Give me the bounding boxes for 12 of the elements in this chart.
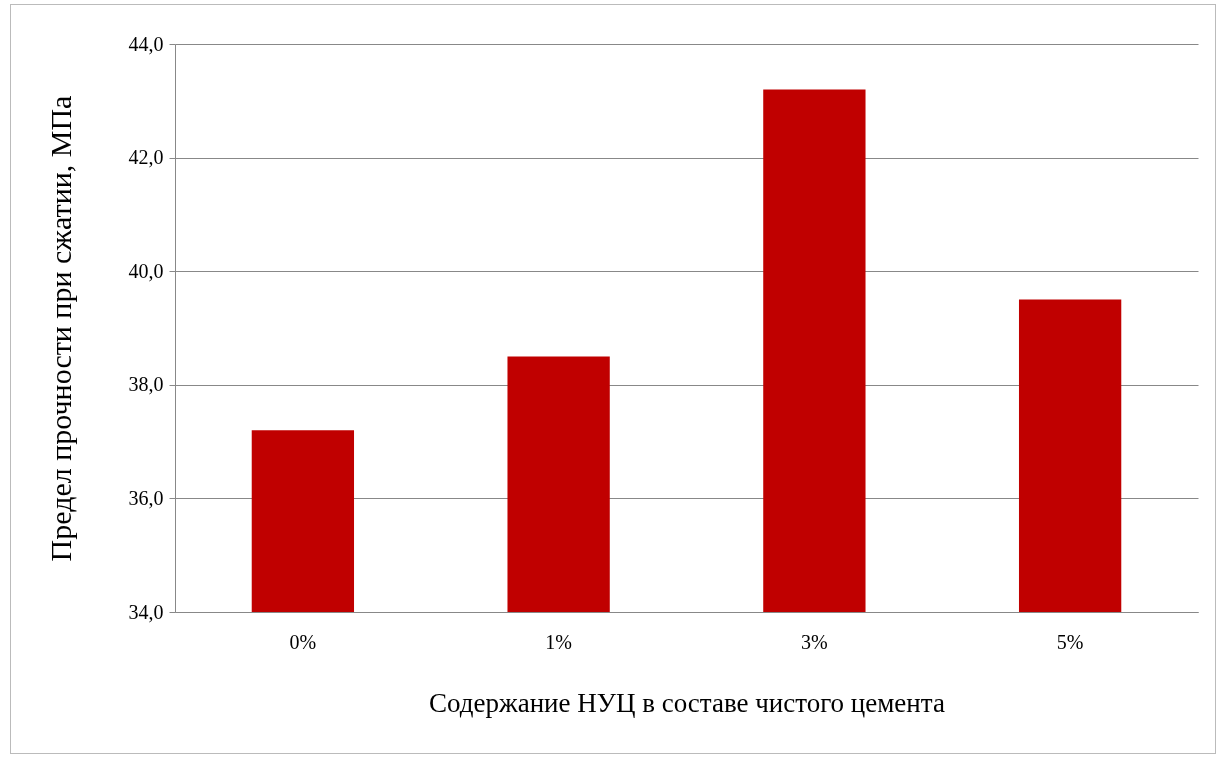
y-tick-label: 44,0 <box>128 32 164 55</box>
y-tick-label: 40,0 <box>128 259 164 282</box>
y-axis-title: Предел прочности при сжатии, МПа <box>43 95 77 562</box>
x-tick-label: 5% <box>1056 630 1084 653</box>
x-tick-label: 0% <box>289 630 317 653</box>
x-tick-label: 3% <box>801 630 828 653</box>
y-tick-label: 36,0 <box>128 486 164 509</box>
x-tick-label: 1% <box>545 630 572 653</box>
y-tick-label: 42,0 <box>128 146 164 169</box>
y-tick-label: 34,0 <box>128 600 164 623</box>
x-axis-title: Содержание НУЦ в составе чистого цемента <box>429 687 945 718</box>
y-tick-label: 38,0 <box>128 373 164 396</box>
